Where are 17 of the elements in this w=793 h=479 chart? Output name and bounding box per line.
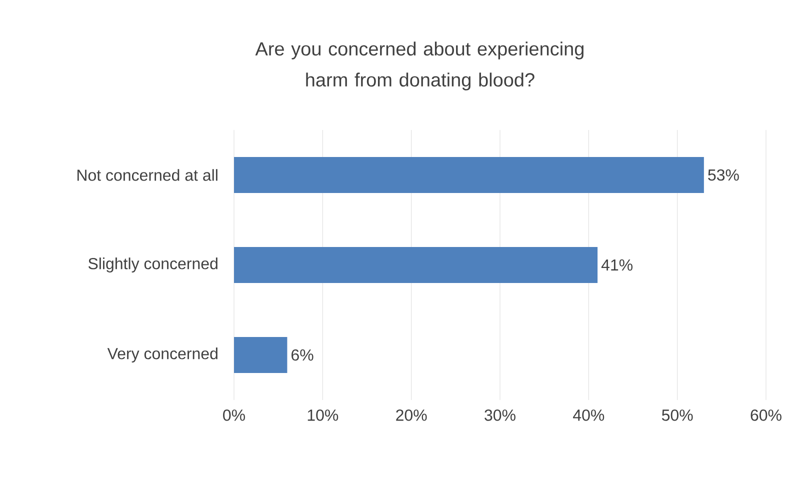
data-label: 53%: [708, 169, 739, 181]
x-tick-label: 10%: [308, 410, 338, 421]
x-tick-label: 20%: [396, 410, 427, 421]
x-tick-label: 60%: [750, 410, 782, 421]
data-label: 6%: [292, 349, 314, 361]
bar: [234, 337, 288, 374]
data-label: 41%: [601, 259, 633, 271]
y-tick-label: Very concerned: [107, 348, 218, 362]
y-tick-label: Not concerned at all: [77, 169, 218, 181]
x-tick-label: 40%: [573, 410, 604, 421]
y-tick-label: Slightly concerned: [88, 258, 218, 272]
bar: [234, 247, 598, 284]
x-tick-label: 50%: [662, 410, 693, 421]
x-tick-label: 30%: [484, 410, 516, 421]
chart-title: Are you concerned about experiencing harm from donating blood?: [255, 42, 584, 90]
x-tick-label: 0%: [223, 410, 245, 421]
bar: [234, 157, 704, 194]
